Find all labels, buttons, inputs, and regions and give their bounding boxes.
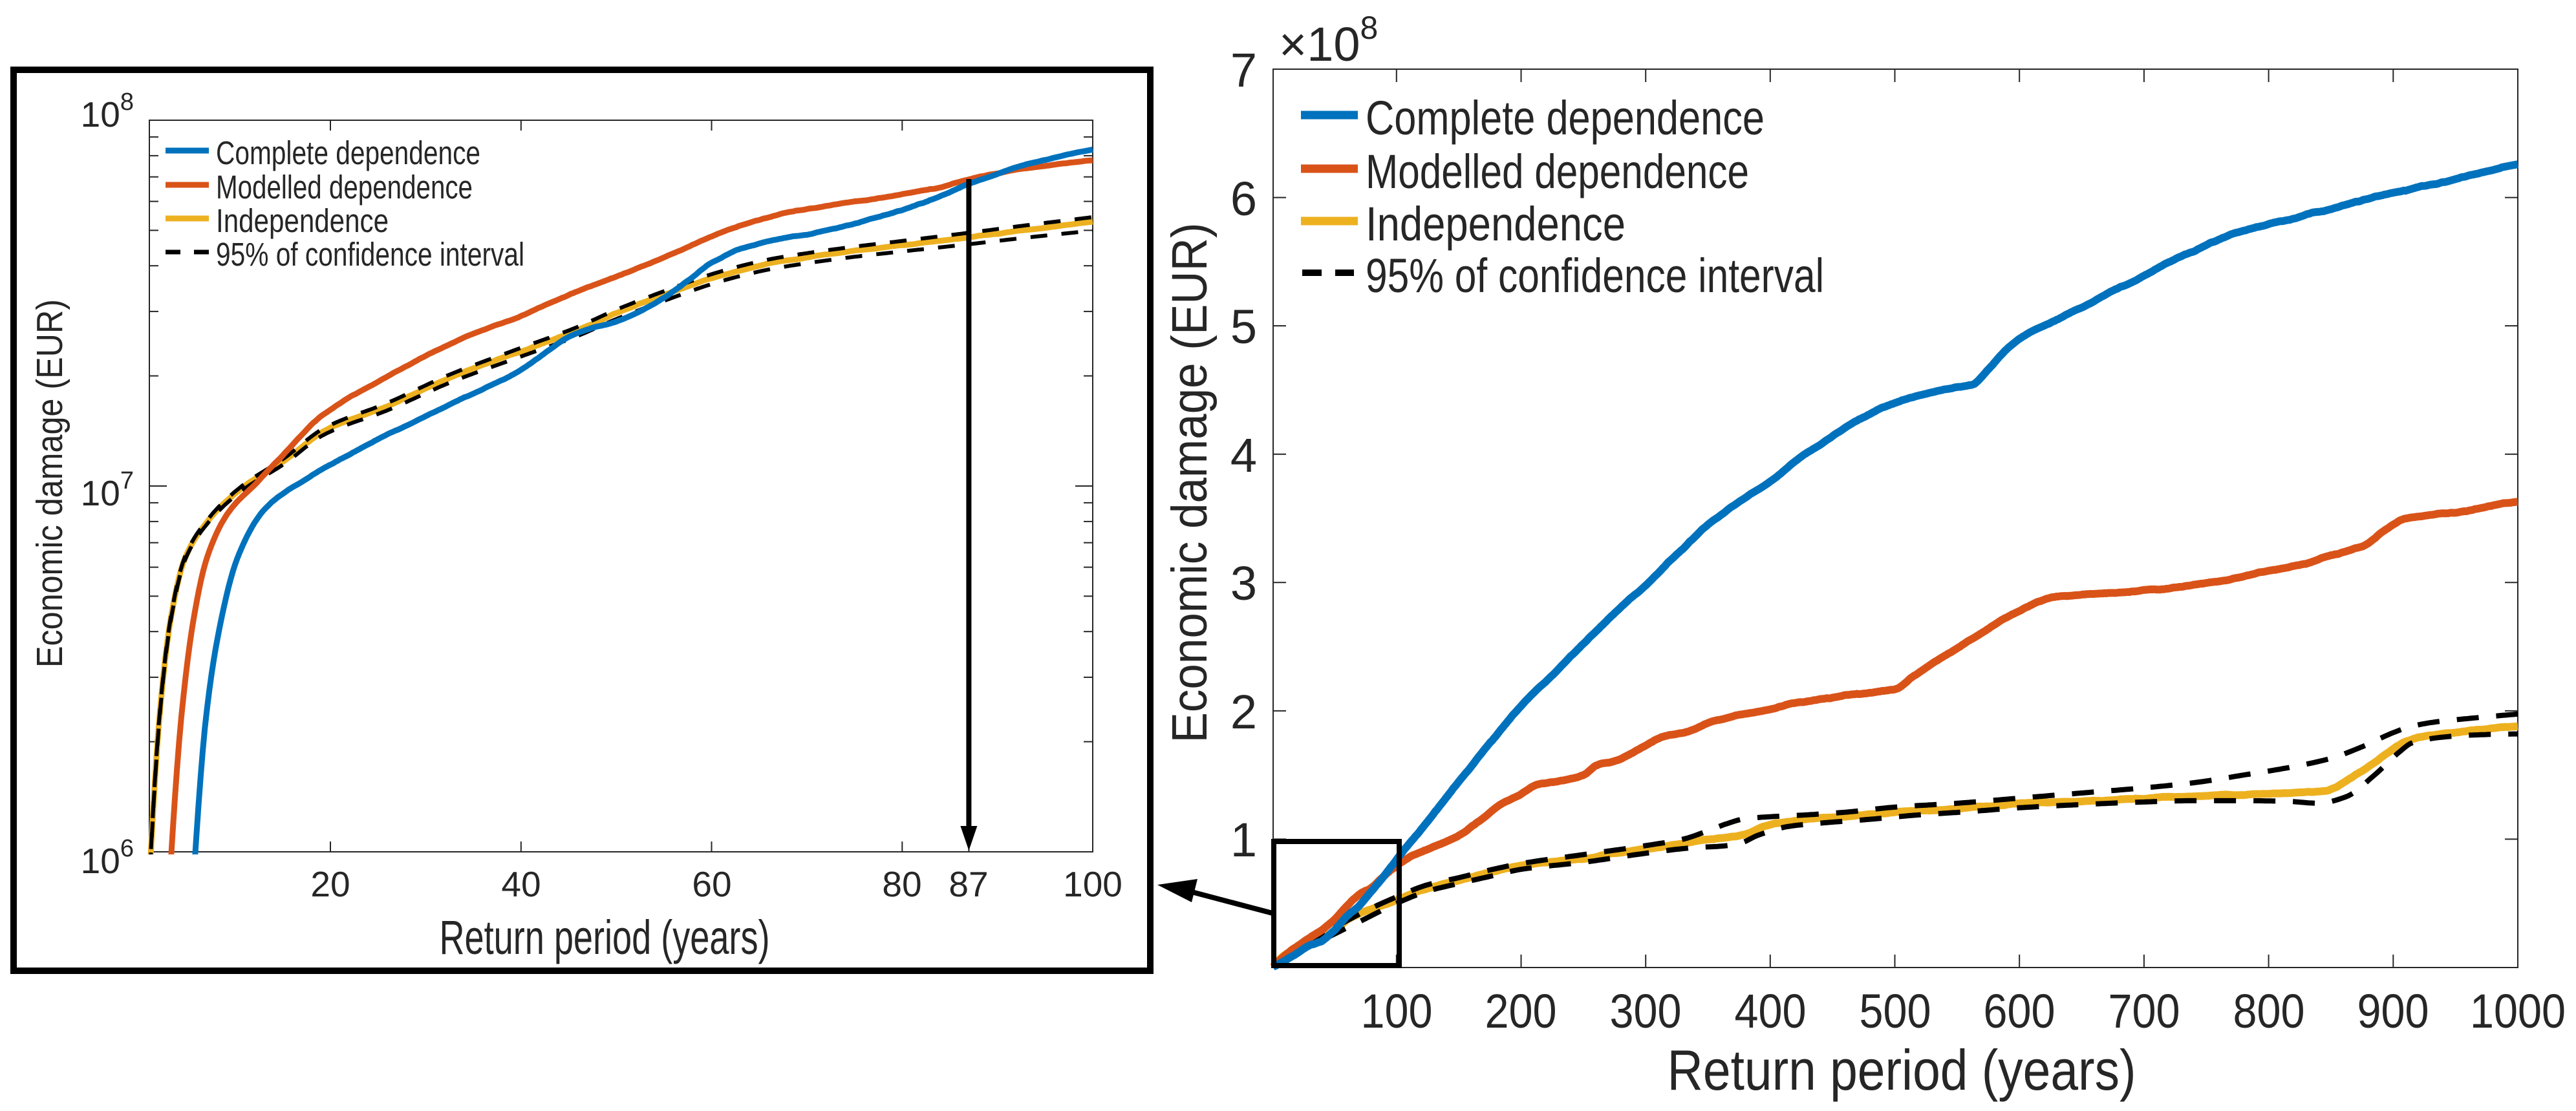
svg-text:6: 6 — [1230, 172, 1257, 226]
svg-text:Economic damage (EUR): Economic damage (EUR) — [29, 299, 70, 668]
svg-text:400: 400 — [1735, 984, 1807, 1038]
svg-text:Complete dependence: Complete dependence — [216, 134, 480, 171]
svg-text:60: 60 — [692, 864, 731, 904]
svg-text:80: 80 — [882, 864, 921, 904]
svg-text:107: 107 — [81, 467, 134, 513]
svg-text:Return period (years): Return period (years) — [1668, 1038, 2136, 1102]
svg-text:7: 7 — [1230, 43, 1257, 97]
svg-text:87: 87 — [949, 864, 988, 904]
svg-text:Complete dependence: Complete dependence — [1366, 91, 1765, 145]
svg-text:100: 100 — [1063, 864, 1122, 904]
svg-text:Modelled dependence: Modelled dependence — [1366, 145, 1749, 198]
svg-text:5: 5 — [1230, 300, 1257, 354]
svg-text:4: 4 — [1230, 429, 1257, 482]
svg-text:900: 900 — [2357, 984, 2429, 1038]
svg-text:800: 800 — [2233, 984, 2305, 1038]
svg-text:700: 700 — [2109, 984, 2180, 1038]
svg-text:Independence: Independence — [1366, 197, 1626, 251]
svg-text:1000: 1000 — [2470, 984, 2566, 1038]
svg-text:600: 600 — [1984, 984, 2055, 1038]
svg-text:40: 40 — [501, 864, 541, 904]
svg-text:Modelled dependence: Modelled dependence — [216, 169, 473, 206]
svg-text:20: 20 — [310, 864, 350, 904]
svg-text:200: 200 — [1485, 984, 1557, 1038]
svg-text:1: 1 — [1230, 813, 1257, 867]
svg-text:95% of confidence interval: 95% of confidence interval — [216, 236, 524, 273]
svg-text:Return period (years): Return period (years) — [440, 911, 770, 964]
svg-text:500: 500 — [1860, 984, 1931, 1038]
svg-text:95% of confidence interval: 95% of confidence interval — [1366, 249, 1824, 302]
svg-text:300: 300 — [1610, 984, 1682, 1038]
svg-text:3: 3 — [1230, 556, 1257, 610]
svg-text:2: 2 — [1230, 685, 1257, 739]
svg-text:100: 100 — [1361, 984, 1433, 1038]
svg-text:Independence: Independence — [216, 202, 389, 239]
svg-text:Economic damage (EUR): Economic damage (EUR) — [1162, 223, 1218, 743]
